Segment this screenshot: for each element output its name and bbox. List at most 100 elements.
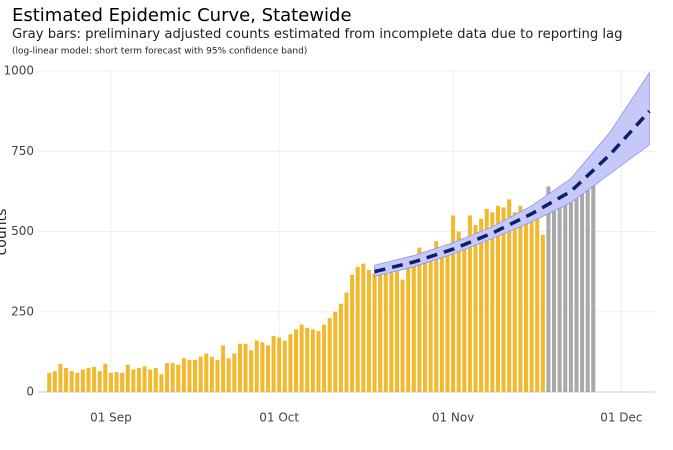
bar [591,168,596,392]
bar [467,215,472,392]
forecast-line [374,109,651,274]
bar [288,334,293,392]
bar [254,340,259,392]
bar [170,363,175,392]
bar [58,363,63,392]
bar [92,366,97,392]
bar [204,353,209,392]
y-tick-label: 500 [11,224,34,238]
bar [136,367,141,392]
bar [193,359,198,392]
chart-note: (log-linear model: short term forecast w… [12,47,307,57]
bar [277,337,282,392]
bar [546,186,551,392]
bar [221,345,226,392]
bar [164,363,170,392]
bar [271,335,276,392]
bar [103,363,108,392]
bar [451,215,456,392]
bar [243,343,248,392]
bar [299,324,304,392]
y-axis-label: counts [0,209,10,256]
bar [523,209,529,392]
bar [394,268,400,392]
chart-subtitle: Gray bars: preliminary adjusted counts e… [12,27,623,42]
bar [327,318,332,392]
bar [355,266,360,392]
bar [400,279,405,392]
bar [86,367,91,392]
bar [338,303,343,392]
bar [479,218,484,392]
bar [80,369,85,392]
bar [372,273,377,392]
bar [148,369,153,392]
bar [484,209,489,392]
bar [305,327,310,392]
bar [260,342,265,392]
confidence-band [374,71,650,277]
bar [114,372,119,392]
bar [428,252,433,392]
bar [563,189,568,392]
bar [187,359,192,392]
bar [434,241,439,392]
bar [406,257,411,392]
bar [159,374,164,392]
bar [131,369,136,392]
bar [585,170,590,392]
bar [209,356,214,392]
bar [462,237,467,392]
bar [552,192,557,392]
chart-title: Estimated Epidemic Curve, Statewide [12,5,352,26]
bar [310,329,315,392]
bar [518,205,523,392]
bar [344,292,349,392]
bar [439,247,444,392]
bar [445,244,450,392]
x-tick-label: 01 Nov [432,411,475,425]
bar [580,173,585,392]
bar [383,271,388,392]
bar [293,329,299,392]
bar [501,207,506,392]
bar [226,358,231,392]
bar [456,231,461,392]
bar [568,186,573,392]
bar [181,358,186,392]
bar [423,253,428,392]
bar [473,225,478,392]
bar [120,372,125,392]
bar [265,345,270,392]
bar [557,191,562,392]
x-tick-label: 01 Oct [259,411,299,425]
bar [389,270,394,392]
x-tick-label: 01 Dec [600,411,642,425]
bar [316,331,321,392]
bar [52,371,57,392]
bar [97,371,102,392]
x-tick-label: 01 Sep [90,411,132,425]
bar [47,372,52,392]
bar [574,178,579,392]
bar [361,263,366,392]
bar [333,311,338,392]
y-tick-label: 0 [26,385,34,399]
bar [64,367,69,392]
bar [69,371,74,392]
bar [237,343,242,392]
bar [411,263,416,392]
bar [535,207,540,392]
bar [507,199,512,392]
bar [322,324,327,392]
bar [495,205,500,392]
bar [378,265,383,392]
bar [282,340,287,392]
y-tick-label: 1000 [3,64,34,78]
bar [529,210,534,392]
bar [142,366,147,392]
bar [350,274,355,392]
bar [198,356,203,392]
bar [176,364,181,392]
